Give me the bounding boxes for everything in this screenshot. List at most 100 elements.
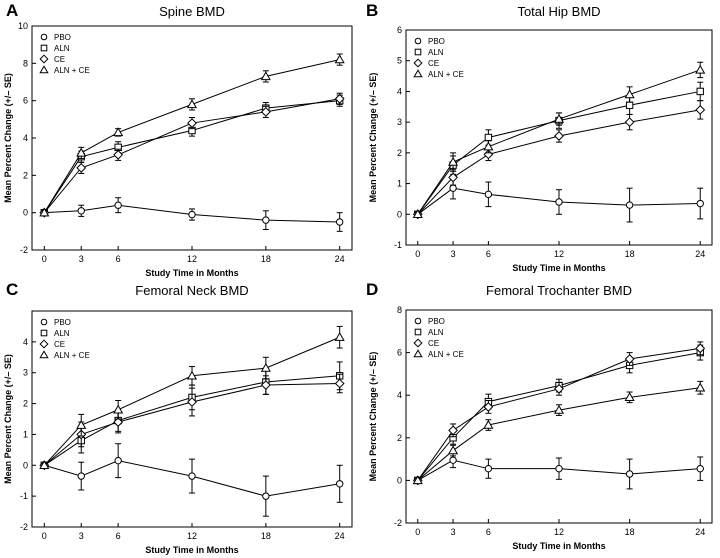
legend-marker-square xyxy=(40,329,48,337)
data-point-circle xyxy=(77,207,85,215)
y-tick-label: 6 xyxy=(23,96,28,106)
legend-marker-square xyxy=(414,328,422,336)
y-tick-label: 10 xyxy=(18,21,28,31)
legend-label: PBO xyxy=(428,317,445,326)
legend-label: CE xyxy=(54,340,65,349)
x-tick-label: 0 xyxy=(415,249,420,259)
series-line xyxy=(417,69,701,215)
data-point-triangle xyxy=(186,370,198,380)
data-point-circle xyxy=(449,456,457,464)
x-tick-label: 12 xyxy=(187,254,197,264)
data-point-circle xyxy=(555,198,563,206)
legend-label: ALN xyxy=(54,329,70,338)
y-axis-label: Mean Percent Change (+/– SE) xyxy=(368,352,378,482)
legend-label: CE xyxy=(428,339,439,348)
x-tick-label: 18 xyxy=(261,254,271,264)
series-line xyxy=(44,460,340,497)
y-tick-label: 4 xyxy=(397,390,402,400)
data-point-diamond xyxy=(624,354,635,364)
x-tick-label: 3 xyxy=(451,527,456,537)
legend: PBO ALN CE ALN + CE xyxy=(413,37,464,79)
series-aln-ce xyxy=(412,380,706,485)
x-tick-label: 3 xyxy=(79,531,84,541)
series-ce xyxy=(412,100,706,220)
legend-marker-diamond xyxy=(39,339,49,349)
series-line xyxy=(43,336,340,466)
x-tick-label: 6 xyxy=(486,527,491,537)
x-axis-label: Study Time in Months xyxy=(512,263,605,273)
y-tick-label: -2 xyxy=(20,245,28,255)
series-pbo xyxy=(414,176,704,223)
data-point-circle xyxy=(484,464,493,473)
chart-panel-b: B Total Hip BMD -1 0 1 2 3 4 5 6 0 3 6 12 18 24 Study Ti… xyxy=(360,0,720,279)
legend-label: ALN xyxy=(428,328,444,337)
data-point-circle xyxy=(114,201,122,209)
legend-marker-diamond xyxy=(39,54,49,64)
series-line xyxy=(417,90,701,215)
data-point-diamond xyxy=(554,131,564,141)
series-line xyxy=(417,109,701,215)
series-pbo xyxy=(414,452,704,490)
series-pbo xyxy=(40,197,344,232)
data-point-triangle xyxy=(412,475,423,485)
data-point-triangle xyxy=(448,156,459,166)
data-point-circle xyxy=(262,216,270,224)
x-tick-label: 0 xyxy=(415,527,420,537)
series-line xyxy=(44,204,340,223)
data-point-triangle xyxy=(695,382,706,392)
legend-marker-triangle xyxy=(413,349,423,358)
y-tick-label: 0 xyxy=(397,475,402,485)
x-tick-label: 6 xyxy=(116,531,121,541)
x-tick-label: 18 xyxy=(261,531,271,541)
x-tick-label: 6 xyxy=(486,249,491,259)
legend-marker-circle xyxy=(40,33,48,41)
data-point-diamond xyxy=(448,425,458,436)
data-point-diamond xyxy=(483,402,494,412)
data-point-square xyxy=(625,101,634,109)
data-point-triangle xyxy=(76,419,87,429)
data-point-diamond xyxy=(448,172,458,183)
data-point-triangle xyxy=(448,445,459,455)
x-axis-label: Study Time in Months xyxy=(145,268,238,278)
data-point-circle xyxy=(696,199,704,208)
data-point-diamond xyxy=(187,397,197,407)
series-line xyxy=(43,383,340,466)
data-point-triangle xyxy=(553,113,565,123)
legend-marker-diamond xyxy=(413,58,423,68)
data-point-triangle xyxy=(113,127,124,137)
series-line xyxy=(43,59,340,213)
x-tick-label: 24 xyxy=(695,249,705,259)
y-tick-label: -2 xyxy=(20,522,28,532)
x-tick-label: 24 xyxy=(335,254,345,264)
data-point-triangle xyxy=(624,89,635,99)
data-point-triangle xyxy=(39,207,50,217)
data-point-diamond xyxy=(334,378,345,389)
data-point-diamond xyxy=(695,343,706,354)
data-point-circle xyxy=(625,470,634,478)
legend-marker-triangle xyxy=(39,350,49,359)
legend-label: ALN xyxy=(428,48,444,57)
y-tick-label: 2 xyxy=(23,170,28,180)
series-ce xyxy=(412,341,706,486)
data-point-circle xyxy=(335,480,344,488)
x-axis-label: Study Time in Months xyxy=(512,541,605,551)
legend: PBO ALN CE ALN + CE xyxy=(39,33,90,75)
legend-label: ALN + CE xyxy=(54,66,90,75)
legend: PBO ALN CE ALN + CE xyxy=(39,318,90,360)
legend-label: ALN + CE xyxy=(428,350,464,359)
y-tick-label: 8 xyxy=(397,305,402,315)
legend-label: ALN + CE xyxy=(428,70,464,79)
panel-label: D xyxy=(366,280,378,299)
x-tick-label: 12 xyxy=(554,249,564,259)
y-tick-label: 2 xyxy=(23,399,28,409)
series-pbo xyxy=(40,443,344,517)
data-point-diamond xyxy=(260,106,271,117)
y-tick-label: 6 xyxy=(397,25,402,35)
legend-marker-diamond xyxy=(413,338,423,348)
legend-marker-square xyxy=(414,48,422,56)
x-tick-label: 12 xyxy=(187,531,197,541)
legend-marker-square xyxy=(40,44,48,52)
y-tick-label: 2 xyxy=(397,433,402,443)
data-point-diamond xyxy=(187,118,197,128)
